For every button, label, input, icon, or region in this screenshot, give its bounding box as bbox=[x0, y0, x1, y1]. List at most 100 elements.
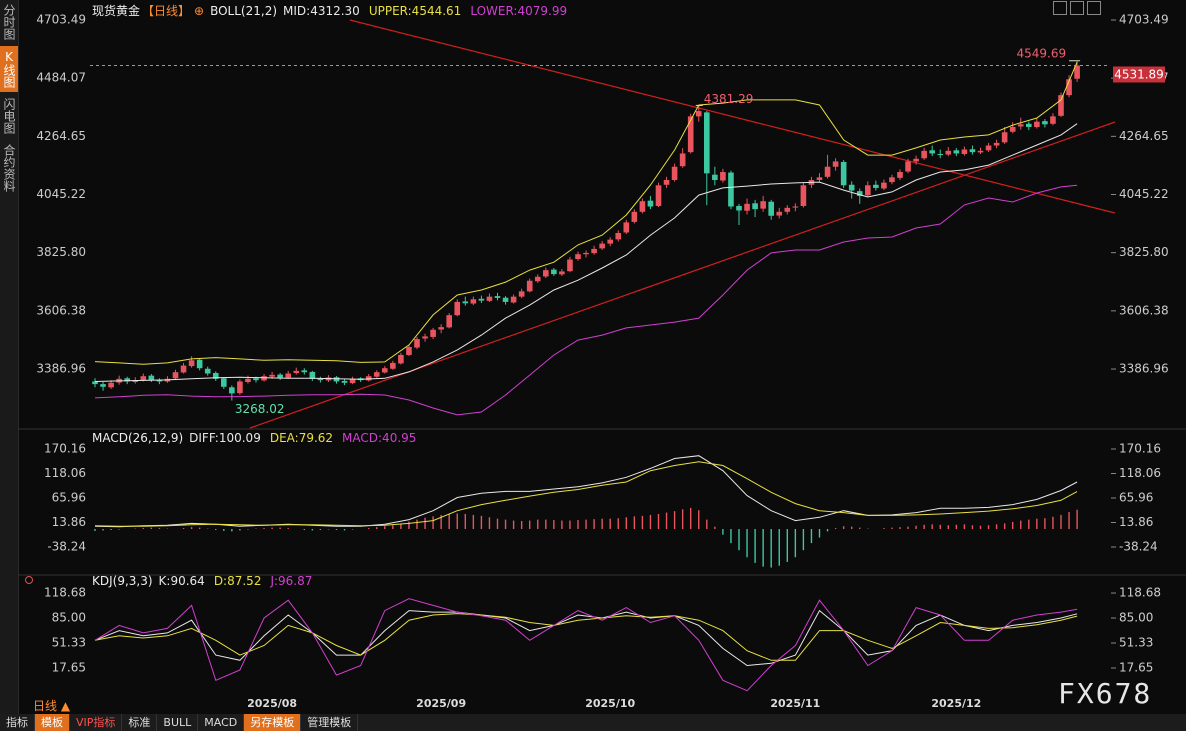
indicator-name: KDJ(9,3,3) bbox=[92, 574, 153, 588]
candle-body bbox=[140, 376, 147, 381]
candle-body bbox=[961, 149, 968, 155]
candle-body bbox=[277, 374, 283, 378]
legend-item: D:87.52 bbox=[213, 574, 262, 588]
x-tick-label: 2025/11 bbox=[770, 697, 820, 710]
y-tick-label: 118.68 bbox=[1119, 586, 1161, 600]
candle-body bbox=[832, 161, 839, 167]
low-label: 3268.02 bbox=[235, 402, 285, 416]
candle-body bbox=[293, 370, 300, 373]
y-tick-label: 3825.80 bbox=[1119, 245, 1169, 259]
legend-item: DIFF:100.09 bbox=[189, 431, 261, 445]
candle-body bbox=[865, 185, 871, 196]
symbol-title: 现货黄金 bbox=[92, 4, 141, 18]
y-tick-label: 170.16 bbox=[1119, 442, 1161, 456]
toolbar-button[interactable]: 标准 bbox=[122, 714, 158, 731]
toolbar-button[interactable]: BULL bbox=[157, 714, 199, 731]
candle-body bbox=[639, 201, 646, 212]
y-tick-label: 4264.65 bbox=[36, 129, 86, 143]
y-tick-label: 3606.38 bbox=[36, 303, 86, 317]
candle-body bbox=[631, 211, 638, 222]
period-button[interactable]: 日线 ▲ bbox=[33, 699, 71, 713]
toolbar-button[interactable]: 指标 bbox=[0, 714, 35, 731]
candle-body bbox=[470, 299, 477, 304]
candle-body bbox=[462, 301, 469, 304]
indicator-name: BOLL(21,2) bbox=[210, 4, 278, 18]
y-tick-label: 17.65 bbox=[52, 660, 86, 674]
candle-body bbox=[1026, 123, 1032, 127]
candle-body bbox=[760, 201, 766, 209]
sidebar-tab[interactable]: 闪电图 bbox=[2, 98, 16, 134]
candle-body bbox=[373, 372, 380, 377]
candle-body bbox=[478, 298, 485, 301]
indicator-icon bbox=[25, 576, 33, 584]
control-button[interactable] bbox=[1070, 1, 1084, 15]
price-tag: 4531.89 bbox=[1114, 67, 1164, 81]
candle-body bbox=[333, 377, 340, 382]
toolbar: 指标 模板 VIP指标 标准 BULL MACD 另存模板 管理模板 bbox=[0, 714, 1186, 731]
candle-body bbox=[687, 116, 694, 153]
candle-body bbox=[929, 150, 935, 154]
candle-body bbox=[341, 380, 348, 383]
candle-body bbox=[945, 150, 952, 155]
candle-body bbox=[671, 166, 678, 180]
candle-body bbox=[873, 184, 879, 188]
toolbar-button[interactable]: 管理模板 bbox=[301, 714, 359, 731]
sidebar-tab[interactable]: 分时图 bbox=[2, 4, 16, 40]
candle-body bbox=[856, 191, 863, 196]
candle-body bbox=[953, 150, 960, 154]
candle-body bbox=[977, 150, 984, 153]
x-tick-label: 2025/09 bbox=[416, 697, 466, 710]
candle-body bbox=[663, 179, 670, 185]
y-tick-label: 65.96 bbox=[52, 491, 86, 505]
candle-body bbox=[253, 378, 259, 381]
candle-body bbox=[245, 378, 251, 382]
candle-body bbox=[551, 269, 557, 275]
candle-body bbox=[124, 378, 130, 382]
toolbar-button[interactable]: VIP指标 bbox=[70, 714, 123, 731]
indicator-name: MACD(26,12,9) bbox=[92, 431, 184, 445]
indicator-line bbox=[94, 184, 1078, 416]
candle-body bbox=[365, 376, 372, 381]
legend-item: K:90.64 bbox=[158, 574, 205, 588]
y-tick-label: 17.65 bbox=[1119, 660, 1153, 674]
candle-body bbox=[840, 161, 847, 186]
control-button[interactable] bbox=[1053, 1, 1067, 15]
candle-body bbox=[518, 291, 525, 297]
control-button[interactable] bbox=[1087, 1, 1101, 15]
candle-body bbox=[768, 201, 774, 216]
trend-line bbox=[249, 121, 1116, 429]
candle-body bbox=[752, 203, 758, 210]
candle-body bbox=[156, 379, 163, 382]
indicator-line bbox=[94, 455, 1078, 528]
candle-body bbox=[269, 374, 275, 377]
sidebar-tab[interactable]: 合约资料 bbox=[2, 144, 16, 192]
candle-body bbox=[1058, 95, 1064, 116]
y-tick-label: 65.96 bbox=[1119, 491, 1153, 505]
candle-body bbox=[543, 270, 549, 277]
legend-item: MACD:40.95 bbox=[342, 431, 417, 445]
x-tick-label: 2025/10 bbox=[585, 697, 635, 710]
candle-body bbox=[816, 177, 823, 180]
panel-header: 现货黄金 【日线】 ⊕ BOLL(21,2) MID:4312.30 UPPER:4544… bbox=[92, 2, 576, 19]
legend-item: DEA:79.62 bbox=[269, 431, 334, 445]
y-tick-label: 4703.49 bbox=[1119, 13, 1169, 27]
candle-body bbox=[969, 149, 976, 153]
candle-body bbox=[454, 301, 461, 316]
sidebar: 分时图 K线图闪电图合约资料 bbox=[0, 0, 19, 714]
candle-body bbox=[1009, 126, 1016, 132]
candle-body bbox=[1042, 121, 1048, 125]
panel-header: KDJ(9,3,3) K:90.64 D:87.52 J:96.87 bbox=[92, 574, 321, 588]
candle-body bbox=[824, 166, 831, 177]
y-tick-label: 13.86 bbox=[52, 515, 86, 529]
legend-item: UPPER:4544.61 bbox=[368, 4, 462, 18]
add-icon[interactable]: ⊕ bbox=[194, 4, 205, 18]
trend-line bbox=[349, 19, 1116, 214]
candle-body bbox=[204, 368, 211, 374]
candle-body bbox=[100, 384, 106, 387]
toolbar-button[interactable]: MACD bbox=[198, 714, 245, 731]
toolbar-button[interactable]: 模板 bbox=[35, 714, 70, 731]
candle-body bbox=[526, 280, 533, 292]
candle-body bbox=[655, 185, 662, 206]
toolbar-button[interactable]: 另存模板 bbox=[244, 714, 302, 731]
sidebar-tab[interactable]: K线图 bbox=[0, 46, 18, 92]
